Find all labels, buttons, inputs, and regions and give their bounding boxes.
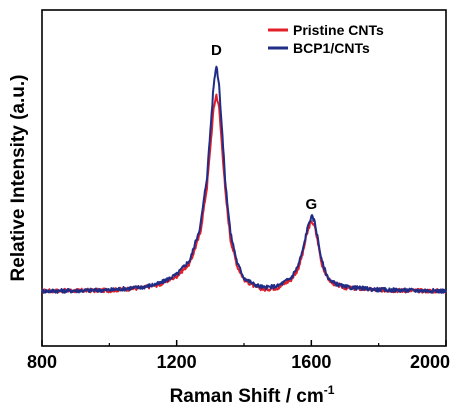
x-axis-label: Raman Shift / cm-1 [170,383,335,407]
peak-label-d: D [211,42,222,59]
series-layer [41,65,447,294]
x-axis-label-main: Raman Shift / cm [170,386,324,407]
legend-label: BCP1/CNTs [293,40,370,56]
y-axis-label: Relative Intensity (a.u.) [8,75,29,282]
legend: Pristine CNTs BCP1/CNTs [268,22,384,56]
x-axis-ticks: 800 1200 1600 2000 [27,340,450,372]
plot-area-frame [41,9,447,347]
x-axis-label-superscript: -1 [324,383,335,397]
legend-label: Pristine CNTs [293,22,384,38]
x-tick-label: 1200 [157,352,197,372]
x-tick-label: 1600 [291,352,331,372]
series-line-bcp1-cnts [41,65,447,294]
x-tick-label: 800 [27,352,57,372]
peak-annotations: DG [211,42,317,213]
series-line-pristine-cnts [41,93,447,294]
x-tick-label: 2000 [410,352,450,372]
peak-label-g: G [305,196,317,213]
